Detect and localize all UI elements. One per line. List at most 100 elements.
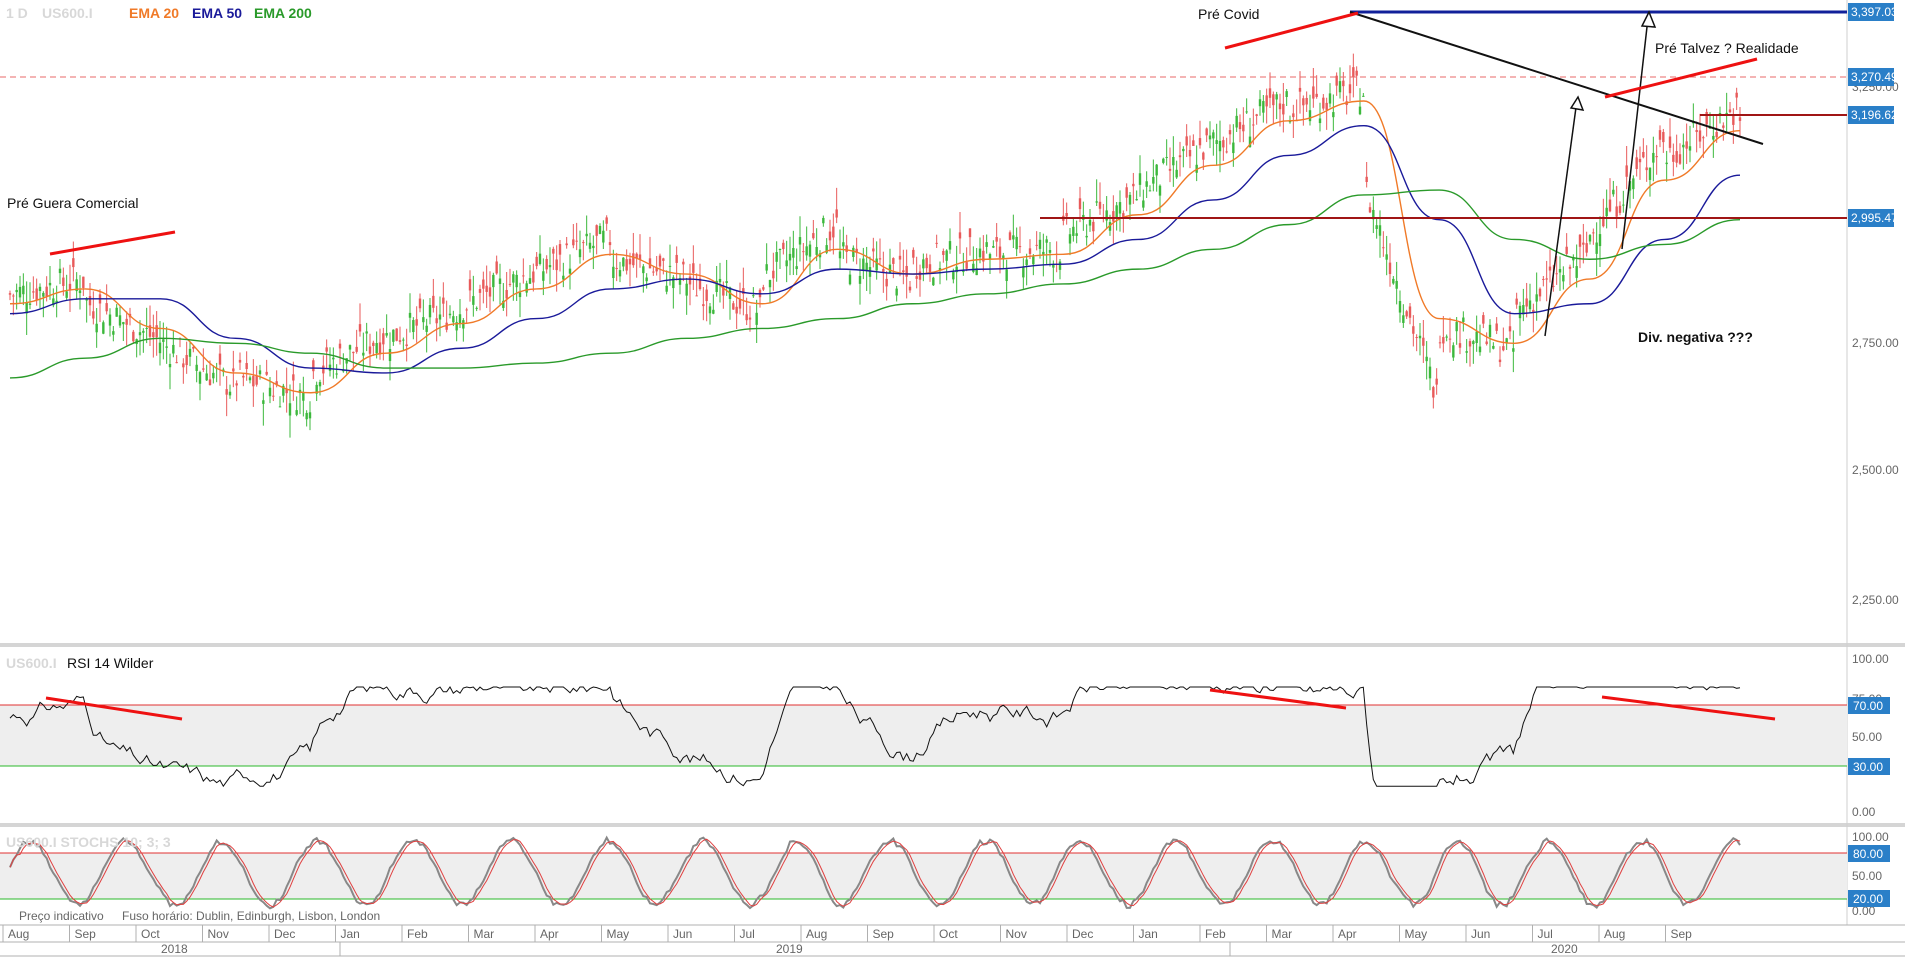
month-axis: Aug Sep Oct Nov Dec Jan Feb Mar Apr May Jun Jul Aug S…	[2, 925, 1692, 942]
candle-body	[48, 282, 52, 286]
candle-body	[1252, 124, 1255, 126]
candle-body	[55, 300, 58, 303]
candle-body	[822, 217, 825, 224]
candle-body	[192, 346, 195, 349]
candle-body	[355, 346, 358, 352]
divergence-line	[1601, 695, 1776, 721]
candle-body	[928, 264, 932, 274]
candle-body	[1092, 221, 1095, 232]
candle-body	[682, 261, 685, 265]
candle-body	[842, 242, 845, 247]
candle-body	[958, 232, 962, 239]
year-label: 2019	[776, 942, 803, 956]
candle-body	[85, 299, 88, 301]
candle-body	[1705, 112, 1708, 125]
candle-body	[482, 279, 485, 289]
level-tag	[1848, 697, 1890, 714]
candle-body	[432, 295, 435, 308]
candle-body	[68, 283, 72, 291]
candle-body	[122, 322, 125, 325]
candle-body	[138, 332, 142, 336]
candle-body	[475, 307, 478, 309]
candle-body	[335, 373, 338, 375]
candle-body	[268, 387, 272, 397]
candle-body	[1105, 210, 1108, 221]
level-tag-text: 3,397.03	[1851, 5, 1898, 19]
trend-line	[1349, 11, 1764, 145]
candle-body	[868, 267, 872, 277]
stoch-k-line	[9, 835, 1741, 910]
candle-body	[912, 249, 915, 258]
level-tag	[1848, 3, 1894, 21]
candle-body	[878, 258, 882, 260]
candle-body	[722, 287, 725, 296]
candle-body	[1538, 288, 1542, 297]
candle-body	[1148, 190, 1152, 192]
candle-body	[545, 258, 548, 270]
candle-body	[142, 330, 145, 333]
candle-body	[195, 364, 198, 371]
candle-body	[872, 248, 875, 252]
rsi-title: RSI 14 Wilder	[67, 655, 154, 671]
candle-body	[1425, 356, 1428, 362]
candle-body	[1142, 200, 1145, 208]
candle-body	[1052, 263, 1055, 268]
candle-body	[1605, 207, 1608, 217]
month-label: Nov	[1006, 927, 1027, 941]
candle-body	[862, 258, 865, 271]
candle-body	[918, 271, 922, 280]
candle-body	[308, 412, 312, 419]
candle-body	[1648, 167, 1652, 180]
candle-body	[175, 362, 178, 364]
candle-body	[328, 364, 332, 371]
annotation-text: Pré Guera Comercial	[7, 195, 139, 211]
candle-body	[985, 242, 988, 247]
candle-body	[1382, 247, 1385, 249]
candle-body	[398, 340, 402, 342]
candle-body	[288, 403, 292, 416]
divergence-line	[1604, 57, 1758, 99]
candle-body	[1528, 300, 1532, 310]
candle-body	[792, 248, 795, 258]
candle-body	[422, 317, 425, 323]
candle-body	[418, 298, 422, 309]
candle-body	[1242, 124, 1245, 132]
candle-body	[1285, 91, 1288, 98]
candle-body	[1622, 204, 1625, 206]
candle-body	[1698, 130, 1702, 142]
candle-body	[592, 245, 595, 249]
candle-body	[458, 314, 462, 325]
candle-body	[1118, 202, 1122, 214]
candle-body	[618, 270, 622, 277]
candle-body	[35, 288, 38, 301]
candle-body	[1452, 345, 1455, 358]
candle-body	[405, 344, 408, 347]
candle-body	[1262, 101, 1265, 113]
candle-body	[888, 264, 892, 273]
candle-body	[385, 333, 388, 336]
candle-body	[498, 278, 502, 284]
candle-body	[1095, 201, 1098, 203]
candle-body	[325, 347, 328, 352]
candle-body	[78, 290, 82, 294]
candle-body	[1172, 156, 1175, 166]
candle-body	[1182, 148, 1185, 152]
candlestick-series	[8, 53, 1742, 438]
candle-body	[272, 395, 275, 397]
candle-body	[588, 242, 592, 249]
candle-body	[118, 315, 122, 326]
candle-body	[805, 246, 808, 256]
candle-body	[625, 259, 628, 271]
candle-body	[965, 262, 968, 269]
candle-body	[932, 277, 935, 286]
candle-body	[1165, 156, 1168, 158]
candle-body	[1612, 189, 1615, 195]
candle-body	[1438, 342, 1442, 344]
candle-body	[1668, 136, 1672, 148]
candle-body	[172, 344, 175, 354]
candle-body	[1072, 226, 1075, 236]
candle-body	[52, 298, 55, 306]
y-tick-label: 100.00	[1852, 652, 1889, 666]
month-label: Dec	[1072, 927, 1093, 941]
candle-body	[495, 261, 498, 274]
